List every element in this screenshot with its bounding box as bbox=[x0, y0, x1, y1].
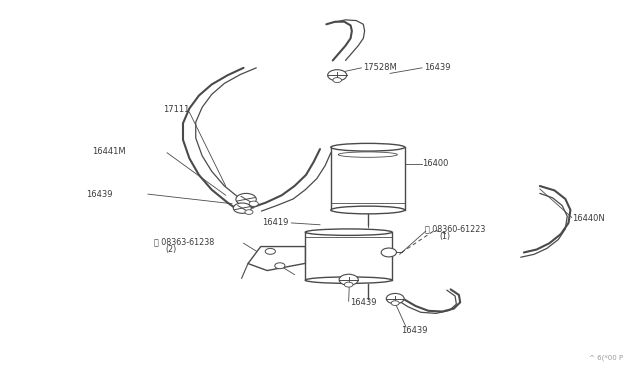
Circle shape bbox=[344, 282, 353, 287]
Circle shape bbox=[339, 274, 358, 285]
Circle shape bbox=[381, 248, 396, 257]
Text: 17111: 17111 bbox=[163, 105, 189, 115]
Polygon shape bbox=[248, 247, 305, 270]
Text: ^ 6(*00 P: ^ 6(*00 P bbox=[589, 355, 623, 361]
Ellipse shape bbox=[338, 152, 397, 157]
Circle shape bbox=[333, 78, 342, 83]
Text: 16400: 16400 bbox=[422, 158, 449, 168]
Text: 16439: 16439 bbox=[401, 326, 428, 335]
Circle shape bbox=[234, 203, 251, 213]
Text: (1): (1) bbox=[439, 232, 451, 241]
Circle shape bbox=[245, 210, 253, 214]
Text: 16419: 16419 bbox=[262, 218, 288, 227]
Ellipse shape bbox=[331, 143, 404, 151]
Ellipse shape bbox=[331, 206, 404, 214]
Text: 16439: 16439 bbox=[424, 62, 451, 72]
Ellipse shape bbox=[305, 229, 392, 235]
Text: 16439: 16439 bbox=[351, 298, 377, 307]
Circle shape bbox=[265, 248, 275, 254]
Text: Ⓢ 08360-61223: Ⓢ 08360-61223 bbox=[425, 224, 486, 233]
Text: 17528M: 17528M bbox=[364, 62, 397, 72]
Circle shape bbox=[236, 193, 256, 205]
Circle shape bbox=[275, 263, 285, 269]
Circle shape bbox=[249, 201, 259, 206]
Circle shape bbox=[328, 70, 347, 81]
Ellipse shape bbox=[305, 277, 392, 283]
Circle shape bbox=[387, 294, 404, 304]
Text: 16439: 16439 bbox=[86, 190, 113, 199]
Circle shape bbox=[391, 301, 399, 305]
Text: (2): (2) bbox=[166, 246, 177, 254]
Text: 16440N: 16440N bbox=[572, 214, 604, 223]
Text: Ⓢ 08363-61238: Ⓢ 08363-61238 bbox=[154, 238, 214, 247]
Text: 16441M: 16441M bbox=[92, 147, 125, 156]
